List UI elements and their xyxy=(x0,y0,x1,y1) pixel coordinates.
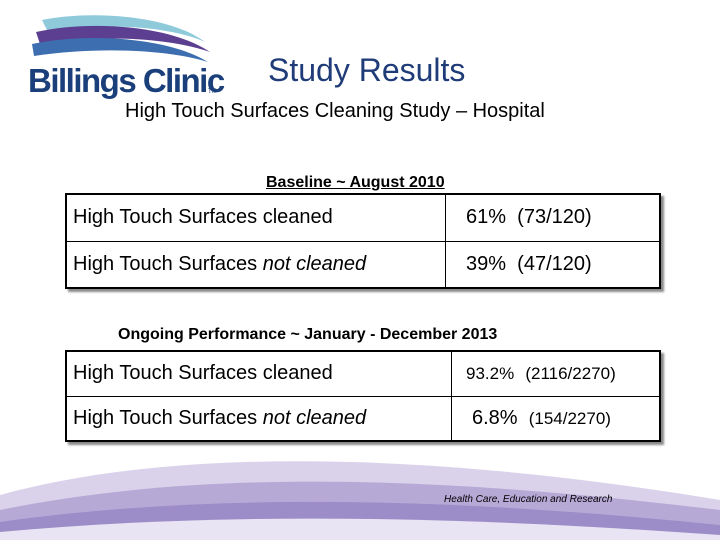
row-value: 93.2% (2116/2270) xyxy=(451,351,660,397)
row-value: 6.8% (154/2270) xyxy=(472,406,611,429)
table-row: High Touch Surfaces not cleaned 39% (47/… xyxy=(66,241,660,288)
footer-wave-icon xyxy=(0,461,720,540)
logo-wordmark: Billings Clinic xyxy=(28,62,225,99)
table-row: High Touch Surfaces cleaned 93.2% (2116/… xyxy=(66,351,660,397)
table-row: High Touch Surfaces not cleaned 6.8% (15… xyxy=(66,396,660,441)
row-label: High Touch Surfaces cleaned xyxy=(66,351,452,397)
footer-tagline: Health Care, Education and Research xyxy=(444,494,613,505)
baseline-table: High Touch Surfaces cleaned 61% (73/120)… xyxy=(65,193,661,289)
row-label: High Touch Surfaces not cleaned xyxy=(66,396,452,441)
page-subtitle: High Touch Surfaces Cleaning Study – Hos… xyxy=(125,100,545,122)
table-row: High Touch Surfaces cleaned 61% (73/120) xyxy=(66,194,660,242)
ongoing-heading: Ongoing Performance ~ January - December… xyxy=(118,326,498,343)
page-title: Study Results xyxy=(268,52,466,88)
row-value: 61% (73/120) xyxy=(445,194,660,242)
baseline-heading: Baseline ~ August 2010 xyxy=(266,174,445,191)
logo-swoosh-icon xyxy=(32,15,210,62)
row-label: High Touch Surfaces cleaned xyxy=(66,194,446,242)
row-value: 39% (47/120) xyxy=(466,252,592,275)
billings-clinic-logo: Billings Clinic TM xyxy=(20,10,225,105)
ongoing-table: High Touch Surfaces cleaned 93.2% (2116/… xyxy=(65,350,661,442)
row-label: High Touch Surfaces not cleaned xyxy=(66,241,446,288)
logo-trademark: TM xyxy=(208,89,217,95)
